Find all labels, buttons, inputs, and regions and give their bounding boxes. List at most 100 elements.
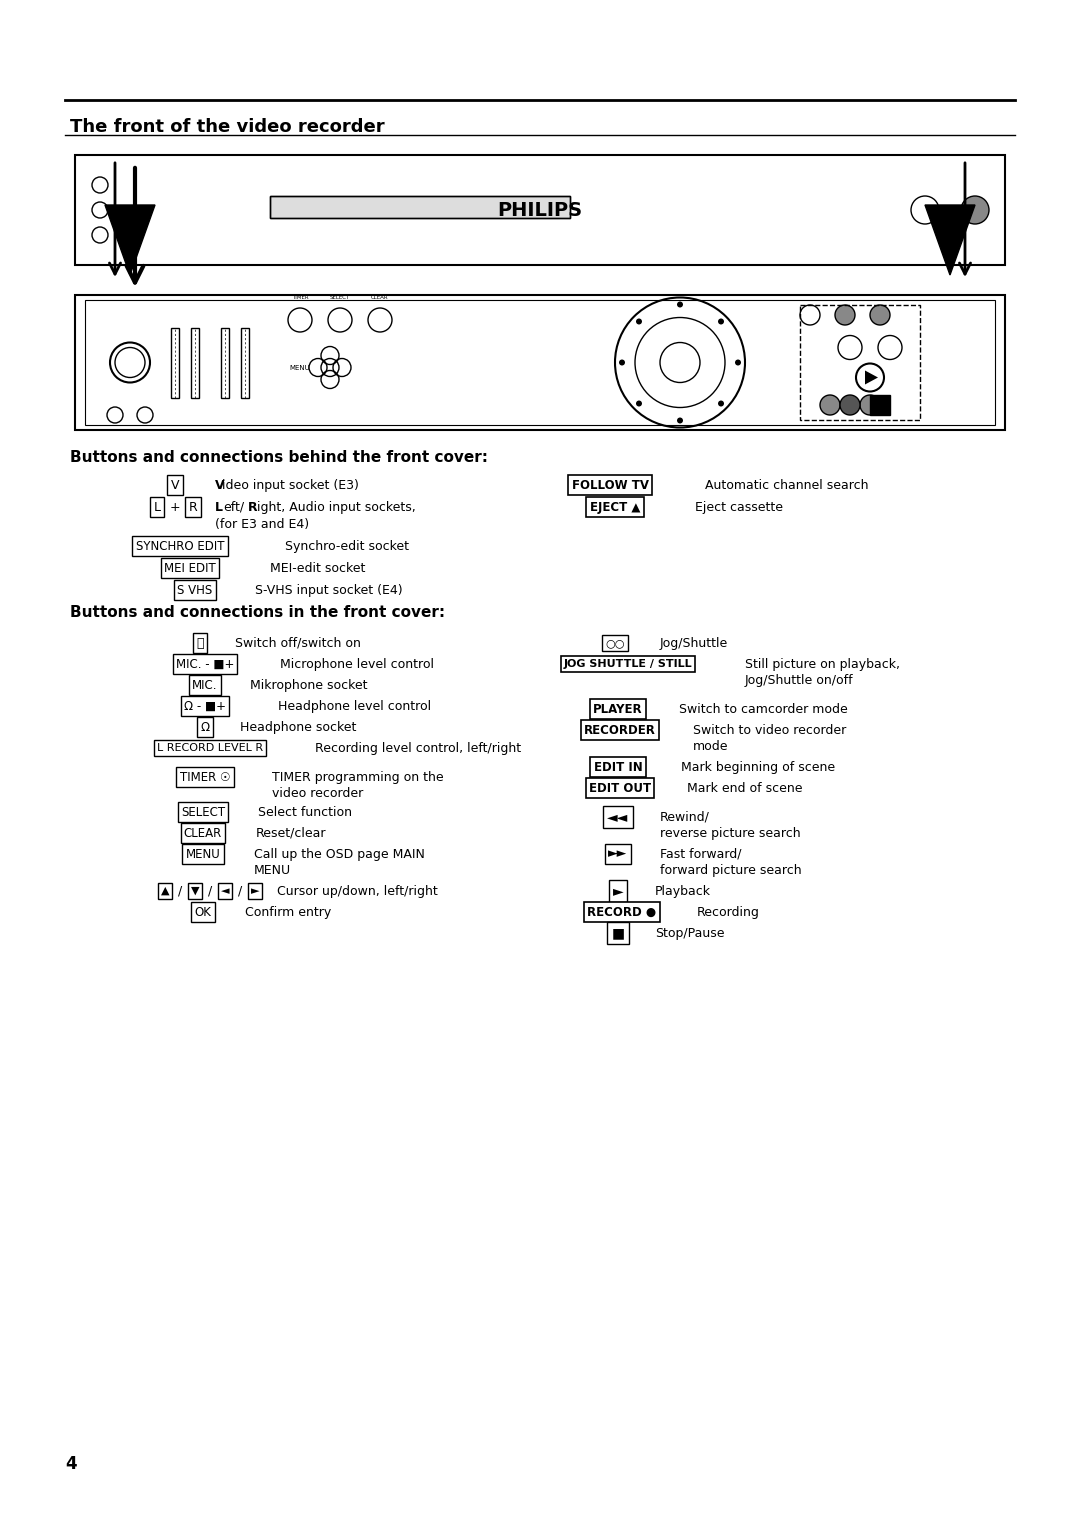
Text: RECORDER: RECORDER xyxy=(584,723,656,736)
Text: R: R xyxy=(189,501,198,513)
Text: Switch off/switch on: Switch off/switch on xyxy=(235,637,361,649)
Text: ►: ► xyxy=(612,885,623,898)
Text: RECORD ●: RECORD ● xyxy=(588,906,657,918)
Text: ►: ► xyxy=(251,886,259,895)
Text: MENU: MENU xyxy=(289,365,310,370)
Text: PLAYER: PLAYER xyxy=(593,703,643,715)
Text: Recording: Recording xyxy=(697,906,760,918)
Text: Switch to video recorder: Switch to video recorder xyxy=(693,723,847,736)
Text: TIMER programming on the: TIMER programming on the xyxy=(272,770,444,784)
Text: MEI-edit socket: MEI-edit socket xyxy=(270,561,365,575)
Circle shape xyxy=(870,306,890,325)
Text: MENU: MENU xyxy=(254,863,292,877)
Text: The front of the video recorder: The front of the video recorder xyxy=(70,118,384,136)
Text: ◄◄: ◄◄ xyxy=(607,810,629,824)
Text: JOG SHUTTLE / STILL: JOG SHUTTLE / STILL xyxy=(564,659,692,669)
Text: SELECT: SELECT xyxy=(329,295,350,299)
Text: Ω - ■+: Ω - ■+ xyxy=(184,700,226,712)
Text: TIMER: TIMER xyxy=(292,295,308,299)
Text: CLEAR: CLEAR xyxy=(184,827,222,839)
Text: ■: ■ xyxy=(611,926,624,940)
Text: ⓘ: ⓘ xyxy=(197,637,204,649)
Text: Mark end of scene: Mark end of scene xyxy=(687,781,802,795)
Polygon shape xyxy=(865,370,878,385)
Text: /: / xyxy=(238,885,242,897)
Bar xyxy=(270,196,570,219)
Text: TIMER ☉: TIMER ☉ xyxy=(179,770,230,784)
Text: OK: OK xyxy=(194,906,212,918)
Circle shape xyxy=(820,396,840,416)
Circle shape xyxy=(677,417,683,423)
Text: Microphone level control: Microphone level control xyxy=(280,657,434,671)
Text: forward picture search: forward picture search xyxy=(660,863,801,877)
Bar xyxy=(270,196,570,219)
Text: S-VHS input socket (E4): S-VHS input socket (E4) xyxy=(255,584,403,596)
Circle shape xyxy=(718,318,724,324)
Text: 4: 4 xyxy=(65,1455,77,1473)
Text: Call up the OSD page MAIN: Call up the OSD page MAIN xyxy=(254,848,424,860)
Text: Switch to camcorder mode: Switch to camcorder mode xyxy=(679,703,848,715)
Text: Rewind/: Rewind/ xyxy=(660,810,710,824)
Text: Cursor up/down, left/right: Cursor up/down, left/right xyxy=(276,885,437,897)
Text: Buttons and connections in the front cover:: Buttons and connections in the front cov… xyxy=(70,605,445,620)
Bar xyxy=(171,327,179,397)
Text: (for E3 and E4): (for E3 and E4) xyxy=(215,518,309,530)
Text: CLEAR: CLEAR xyxy=(372,295,389,299)
Text: Headphone socket: Headphone socket xyxy=(240,721,356,733)
Circle shape xyxy=(677,301,683,307)
Text: SELECT: SELECT xyxy=(181,805,225,819)
Text: Mark beginning of scene: Mark beginning of scene xyxy=(681,761,835,773)
Text: MIC.: MIC. xyxy=(192,678,218,692)
Text: Recording level control, left/right: Recording level control, left/right xyxy=(315,741,522,755)
Text: Select function: Select function xyxy=(258,805,352,819)
Text: Stop/Pause: Stop/Pause xyxy=(654,926,725,940)
Text: Ω: Ω xyxy=(201,721,210,733)
Text: FOLLOW TV: FOLLOW TV xyxy=(571,478,648,492)
Bar xyxy=(221,327,229,397)
Text: Synchro-edit socket: Synchro-edit socket xyxy=(285,539,409,553)
Text: mode: mode xyxy=(693,740,729,752)
Text: Mikrophone socket: Mikrophone socket xyxy=(249,678,367,692)
Polygon shape xyxy=(924,205,975,275)
Text: L: L xyxy=(153,501,161,513)
Bar xyxy=(870,396,890,416)
Text: Buttons and connections behind the front cover:: Buttons and connections behind the front… xyxy=(70,451,488,465)
Text: ideo input socket (E3): ideo input socket (E3) xyxy=(222,478,359,492)
Circle shape xyxy=(636,318,642,324)
Text: eft/: eft/ xyxy=(222,501,244,513)
Circle shape xyxy=(800,306,820,325)
Text: L RECORD LEVEL R: L RECORD LEVEL R xyxy=(157,743,264,753)
Text: Headphone level control: Headphone level control xyxy=(278,700,431,712)
Text: ○○: ○○ xyxy=(605,639,624,648)
Text: EJECT ▲: EJECT ▲ xyxy=(590,501,640,513)
Circle shape xyxy=(718,400,724,406)
Circle shape xyxy=(860,396,880,416)
Text: Jog/Shuttle on/off: Jog/Shuttle on/off xyxy=(745,674,853,686)
Text: +: + xyxy=(170,501,180,513)
Text: /: / xyxy=(178,885,183,897)
Bar xyxy=(191,327,199,397)
Text: ►►: ►► xyxy=(608,848,627,860)
Circle shape xyxy=(636,400,642,406)
Text: ◄: ◄ xyxy=(220,886,229,895)
Text: Confirm entry: Confirm entry xyxy=(245,906,332,918)
Text: video recorder: video recorder xyxy=(272,787,363,799)
Text: MIC. - ■+: MIC. - ■+ xyxy=(176,657,234,671)
Text: L: L xyxy=(215,501,222,513)
Bar xyxy=(241,327,249,397)
Text: Reset/clear: Reset/clear xyxy=(256,827,326,839)
Text: MENU: MENU xyxy=(186,848,220,860)
Text: /: / xyxy=(207,885,212,897)
Circle shape xyxy=(619,359,625,365)
Polygon shape xyxy=(105,205,156,275)
Text: Playback: Playback xyxy=(654,885,711,897)
Text: EDIT IN: EDIT IN xyxy=(594,761,643,773)
Text: Automatic channel search: Automatic channel search xyxy=(705,478,868,492)
Text: ▼: ▼ xyxy=(191,886,199,895)
Text: EDIT OUT: EDIT OUT xyxy=(589,781,651,795)
Text: S VHS: S VHS xyxy=(177,584,213,596)
Text: V: V xyxy=(215,478,225,492)
Text: reverse picture search: reverse picture search xyxy=(660,827,800,839)
Text: ▲: ▲ xyxy=(161,886,170,895)
Circle shape xyxy=(840,396,860,416)
